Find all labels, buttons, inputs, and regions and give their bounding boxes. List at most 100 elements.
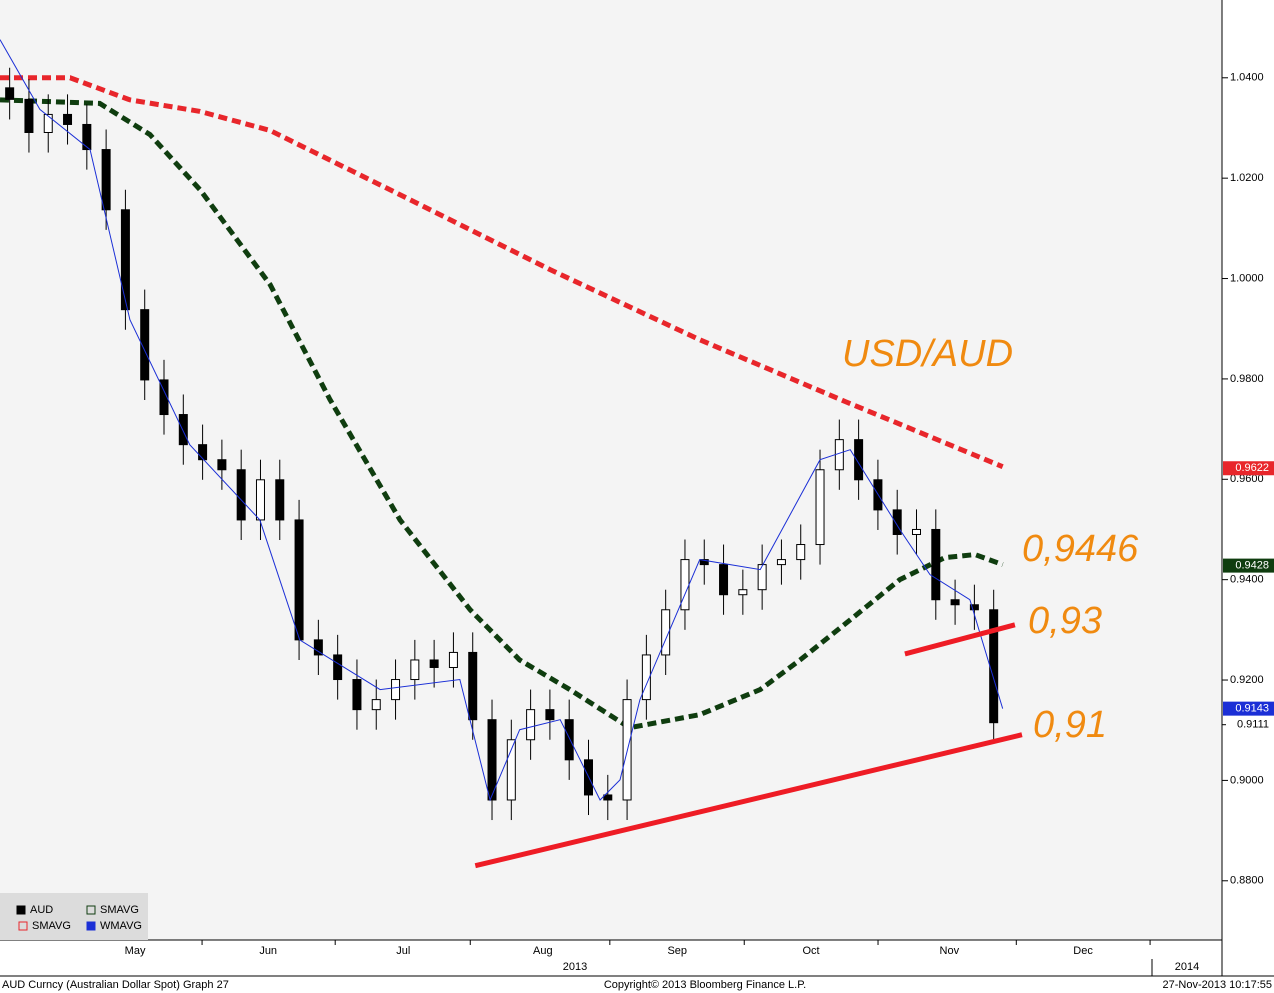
x-tick-label: Sep — [667, 945, 687, 957]
last-value-label: 0.9143 — [1235, 703, 1269, 715]
candle-body — [313, 639, 323, 656]
moving-average-line — [0, 39, 1004, 802]
candle-body — [5, 87, 15, 100]
candle-body — [487, 719, 497, 801]
legend-swatch — [16, 905, 26, 915]
candle-body — [198, 444, 208, 461]
x-tick-label: Aug — [533, 945, 553, 957]
candle-body — [352, 679, 362, 711]
legend-label: AUD — [30, 904, 53, 916]
moving-average-line — [0, 75, 1004, 470]
y-tick-label: 0.9600 — [1230, 473, 1264, 485]
candle-body — [506, 739, 516, 801]
last-value-box — [1223, 558, 1274, 573]
candle-body — [796, 544, 806, 561]
candle-body — [950, 599, 960, 606]
candle-body — [680, 559, 690, 611]
y-tick-label: 1.0400 — [1230, 72, 1264, 84]
annotation: 0,93 — [1028, 600, 1102, 642]
year-label: 2014 — [1175, 961, 1199, 973]
moving-average-line — [0, 97, 1004, 731]
legend-label: SMAVG — [32, 920, 71, 932]
candle-body — [140, 309, 150, 381]
candle-body — [603, 794, 613, 801]
annotation: 0,9446 — [1022, 528, 1139, 570]
plot-area — [0, 0, 1222, 940]
legend-swatch — [86, 921, 96, 931]
legend: AUD SMAVG SMAVG WMAVG — [0, 893, 148, 940]
candle-body — [217, 459, 227, 471]
candle-body — [275, 479, 285, 521]
y-tick-label: 0.8800 — [1230, 875, 1264, 887]
trend-line — [474, 732, 1023, 869]
y-tick-label: 0.9800 — [1230, 373, 1264, 385]
candle-body — [776, 559, 786, 566]
candle-body — [892, 509, 902, 535]
footer-text: Copyright© 2013 Bloomberg Finance L.P. — [604, 979, 806, 991]
annotation: 0,91 — [1033, 704, 1107, 746]
x-tick-label: Nov — [940, 945, 960, 957]
last-value-box — [1223, 461, 1274, 476]
y-tick-label: 1.0000 — [1230, 272, 1264, 284]
candle-body — [82, 123, 92, 151]
annotation: USD/AUD — [842, 333, 1013, 375]
candle-body — [24, 98, 34, 133]
candle-body — [989, 609, 999, 724]
candle-body — [969, 604, 979, 611]
x-tick-label: Jul — [396, 945, 410, 957]
candle-body — [333, 654, 343, 681]
x-axis-area — [0, 940, 1274, 993]
candle-body — [545, 709, 555, 721]
year-label: 2013 — [563, 961, 587, 973]
candle-body — [815, 469, 825, 546]
footer-text: 27-Nov-2013 10:17:55 — [1163, 979, 1272, 991]
candle-body — [120, 209, 130, 311]
x-tick-label: Jun — [259, 945, 277, 957]
x-tick-label: Dec — [1073, 945, 1093, 957]
legend-swatch — [86, 905, 96, 915]
candle-body — [63, 113, 73, 125]
legend-swatch — [18, 921, 28, 931]
y-tick-label: 0.9000 — [1230, 774, 1264, 786]
x-tick-label: Oct — [802, 945, 819, 957]
y-axis-area — [1222, 0, 1274, 993]
candle-body — [236, 469, 246, 521]
candle-body — [757, 564, 767, 591]
candle-body — [912, 528, 921, 535]
candle-body — [526, 709, 536, 741]
legend-label: WMAVG — [100, 920, 142, 932]
legend-box — [0, 893, 148, 940]
candle-body — [371, 699, 381, 711]
candle-body — [43, 113, 53, 133]
candle-body — [178, 414, 188, 446]
last-value-label: 0.9428 — [1235, 560, 1269, 572]
candle-body — [699, 559, 709, 566]
candle-body — [661, 609, 671, 656]
last-value-label: 0.9111 — [1237, 719, 1269, 731]
candle-body — [931, 528, 941, 601]
last-value-label: 0.9622 — [1235, 462, 1269, 474]
candle-body — [448, 651, 458, 668]
x-tick-label: May — [125, 945, 146, 957]
footer-text: AUD Curncy (Australian Dollar Spot) Grap… — [2, 979, 229, 991]
candle-body — [854, 439, 864, 481]
candle-body — [564, 719, 574, 761]
y-tick-label: 1.0200 — [1230, 172, 1264, 184]
candle-body — [410, 659, 420, 681]
candle-body — [719, 564, 729, 596]
candle-body — [468, 651, 478, 721]
candle-body — [101, 149, 111, 211]
candle-body — [391, 679, 401, 701]
candle-body — [294, 519, 304, 641]
y-tick-label: 0.9200 — [1230, 674, 1264, 686]
last-value-box — [1223, 701, 1274, 716]
candle-body — [429, 659, 439, 668]
candle-body — [738, 589, 748, 596]
trend-line — [904, 622, 1016, 657]
legend-label: SMAVG — [100, 904, 139, 916]
y-tick-label: 0.9400 — [1230, 574, 1264, 586]
candle-body — [255, 479, 265, 521]
candle-body — [159, 379, 169, 416]
candle-body — [641, 654, 651, 701]
